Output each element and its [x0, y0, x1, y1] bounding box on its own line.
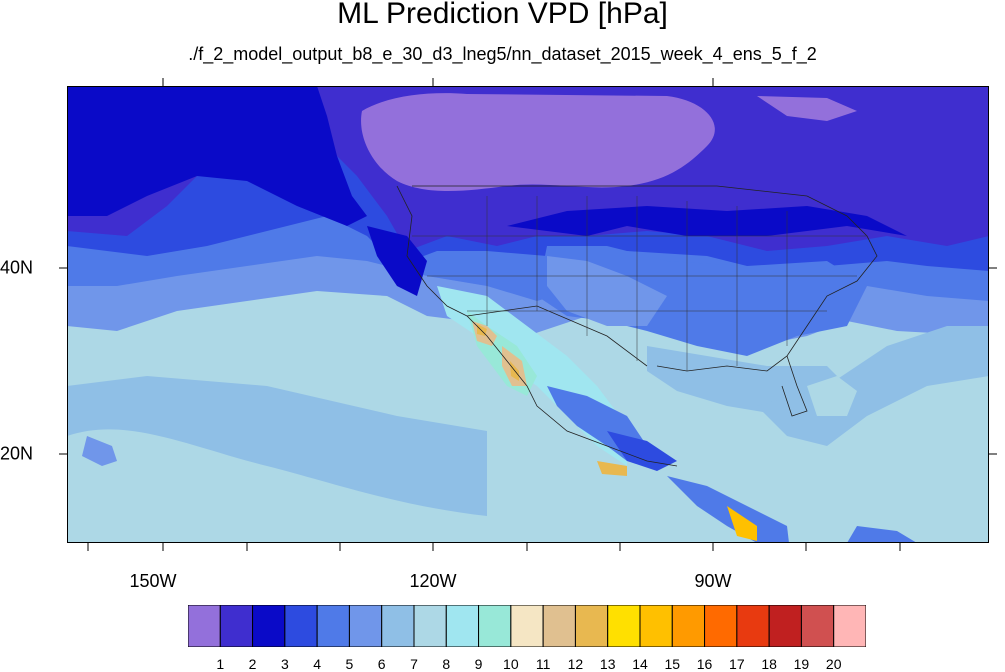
field-light-blue-hawaii — [82, 436, 117, 466]
colorbar-label: 3 — [280, 656, 289, 672]
colorbar-swatch — [445, 605, 480, 647]
lon-label-150w: 150W — [129, 571, 177, 591]
lon-label-90w: 90W — [694, 571, 732, 591]
colorbar-swatch — [671, 605, 706, 647]
field-mid-blue-colombia — [847, 526, 917, 543]
vpd-map — [67, 86, 989, 543]
field-deep-blue-california — [367, 226, 427, 296]
colorbar-label: 13 — [599, 656, 616, 672]
colorbar-swatch — [704, 605, 738, 647]
state-lines — [412, 196, 867, 371]
colorbar-label: 2 — [248, 656, 257, 672]
field-blue-southmexico — [607, 431, 677, 471]
lon-label-120w: 120W — [409, 571, 457, 591]
colorbar-swatch — [510, 605, 544, 647]
field-deep-blue-nw — [67, 86, 367, 226]
colorbar-swatches — [188, 605, 866, 647]
colorbar-swatch — [833, 605, 866, 647]
colorbar-swatch — [219, 605, 254, 647]
colorbar-swatch — [542, 605, 576, 647]
colorbar-swatch — [639, 605, 673, 647]
colorbar-label: 15 — [664, 656, 681, 672]
vpd-contour-map — [67, 86, 989, 543]
colorbar-label: 18 — [761, 656, 777, 672]
colorbar-label: 9 — [474, 656, 483, 672]
colorbar-swatch — [381, 605, 415, 647]
colorbar-swatch — [800, 605, 835, 647]
colorbar-swatch — [768, 605, 802, 647]
colorbar-label: 10 — [503, 656, 519, 672]
field-mid-blue-centralamerica — [667, 476, 789, 543]
colorbar-label: 12 — [567, 656, 584, 672]
field-lavender-canada — [361, 93, 715, 191]
us-border-outline — [412, 185, 878, 372]
colorbar-swatch — [252, 605, 286, 647]
colorbar-label: 14 — [632, 656, 648, 672]
colorbar-label: 16 — [696, 656, 713, 672]
colorbar — [188, 605, 866, 647]
colorbar-label: 5 — [345, 656, 354, 672]
colorbar-label: 17 — [729, 656, 745, 672]
colorbar-swatch — [413, 605, 447, 647]
field-pale-blue-atlantic — [757, 326, 989, 446]
colorbar-swatch — [188, 605, 221, 647]
colorbar-swatch — [736, 605, 770, 647]
colorbar-swatch — [478, 605, 512, 647]
field-yellow-centralamerica — [727, 506, 757, 541]
colorbar-label: 11 — [535, 656, 551, 672]
field-powder-sw — [67, 429, 487, 543]
map-border — [67, 86, 989, 543]
colorbar-swatch — [607, 605, 641, 647]
colorbar-label: 1 — [216, 656, 225, 672]
colorbar-swatch — [574, 605, 609, 647]
colorbar-label: 4 — [313, 656, 322, 672]
colorbar-label: 6 — [377, 656, 386, 672]
colorbar-label: 7 — [410, 656, 418, 672]
field-deep-blue-northplains — [507, 206, 907, 236]
florida-outline — [781, 355, 808, 417]
colorbar-swatch — [284, 605, 318, 647]
field-orange-southmexico — [597, 461, 627, 476]
colorbar-swatch — [348, 605, 383, 647]
colorbar-label: 8 — [442, 656, 451, 672]
colorbar-label: 19 — [793, 656, 810, 672]
field-lavender-hudson — [757, 96, 857, 121]
field-powder-florida — [807, 376, 857, 416]
lat-label-20n: 20N — [0, 443, 34, 464]
lat-label-40n: 40N — [0, 257, 34, 278]
coastline-pacific — [396, 185, 678, 467]
colorbar-swatch — [316, 605, 350, 647]
colorbar-label: 20 — [825, 656, 842, 672]
map-title: ML Prediction VPD [hPa] — [337, 0, 668, 30]
map-subtitle: ./f_2_model_output_b8_e_30_d3_lneg5/nn_d… — [188, 44, 817, 64]
